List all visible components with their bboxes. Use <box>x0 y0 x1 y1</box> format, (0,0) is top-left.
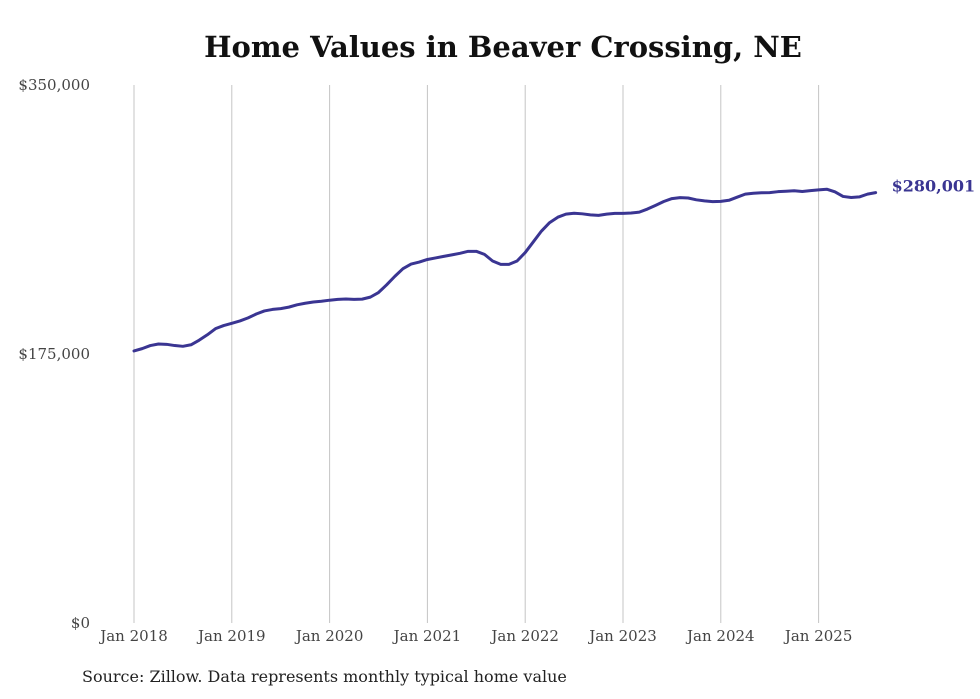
x-tick-label: Jan 2020 <box>294 627 364 645</box>
y-tick-label: $350,000 <box>18 76 90 94</box>
x-axis-ticks: Jan 2018 Jan 2019 Jan 2020 Jan 2021 Jan 2022… <box>98 627 852 645</box>
x-tick-label: Jan 2019 <box>196 627 266 645</box>
y-tick-label: $175,000 <box>18 345 90 363</box>
source-note: Source: Zillow. Data represents monthly … <box>82 667 567 686</box>
y-axis-ticks: $0 $175,000 $350,000 <box>18 76 90 632</box>
last-value-label: $280,001 <box>892 177 976 196</box>
x-tick-label: Jan 2025 <box>783 627 853 645</box>
x-tick-label: Jan 2023 <box>587 627 657 645</box>
home-value-line <box>132 187 878 353</box>
y-tick-label: $0 <box>71 614 90 632</box>
x-tick-label: Jan 2024 <box>685 627 755 645</box>
x-tick-label: Jan 2018 <box>98 627 168 645</box>
chart-title: Home Values in Beaver Crossing, NE <box>204 30 802 64</box>
x-tick-label: Jan 2021 <box>392 627 462 645</box>
x-tick-label: Jan 2022 <box>489 627 559 645</box>
gridlines <box>133 85 820 623</box>
